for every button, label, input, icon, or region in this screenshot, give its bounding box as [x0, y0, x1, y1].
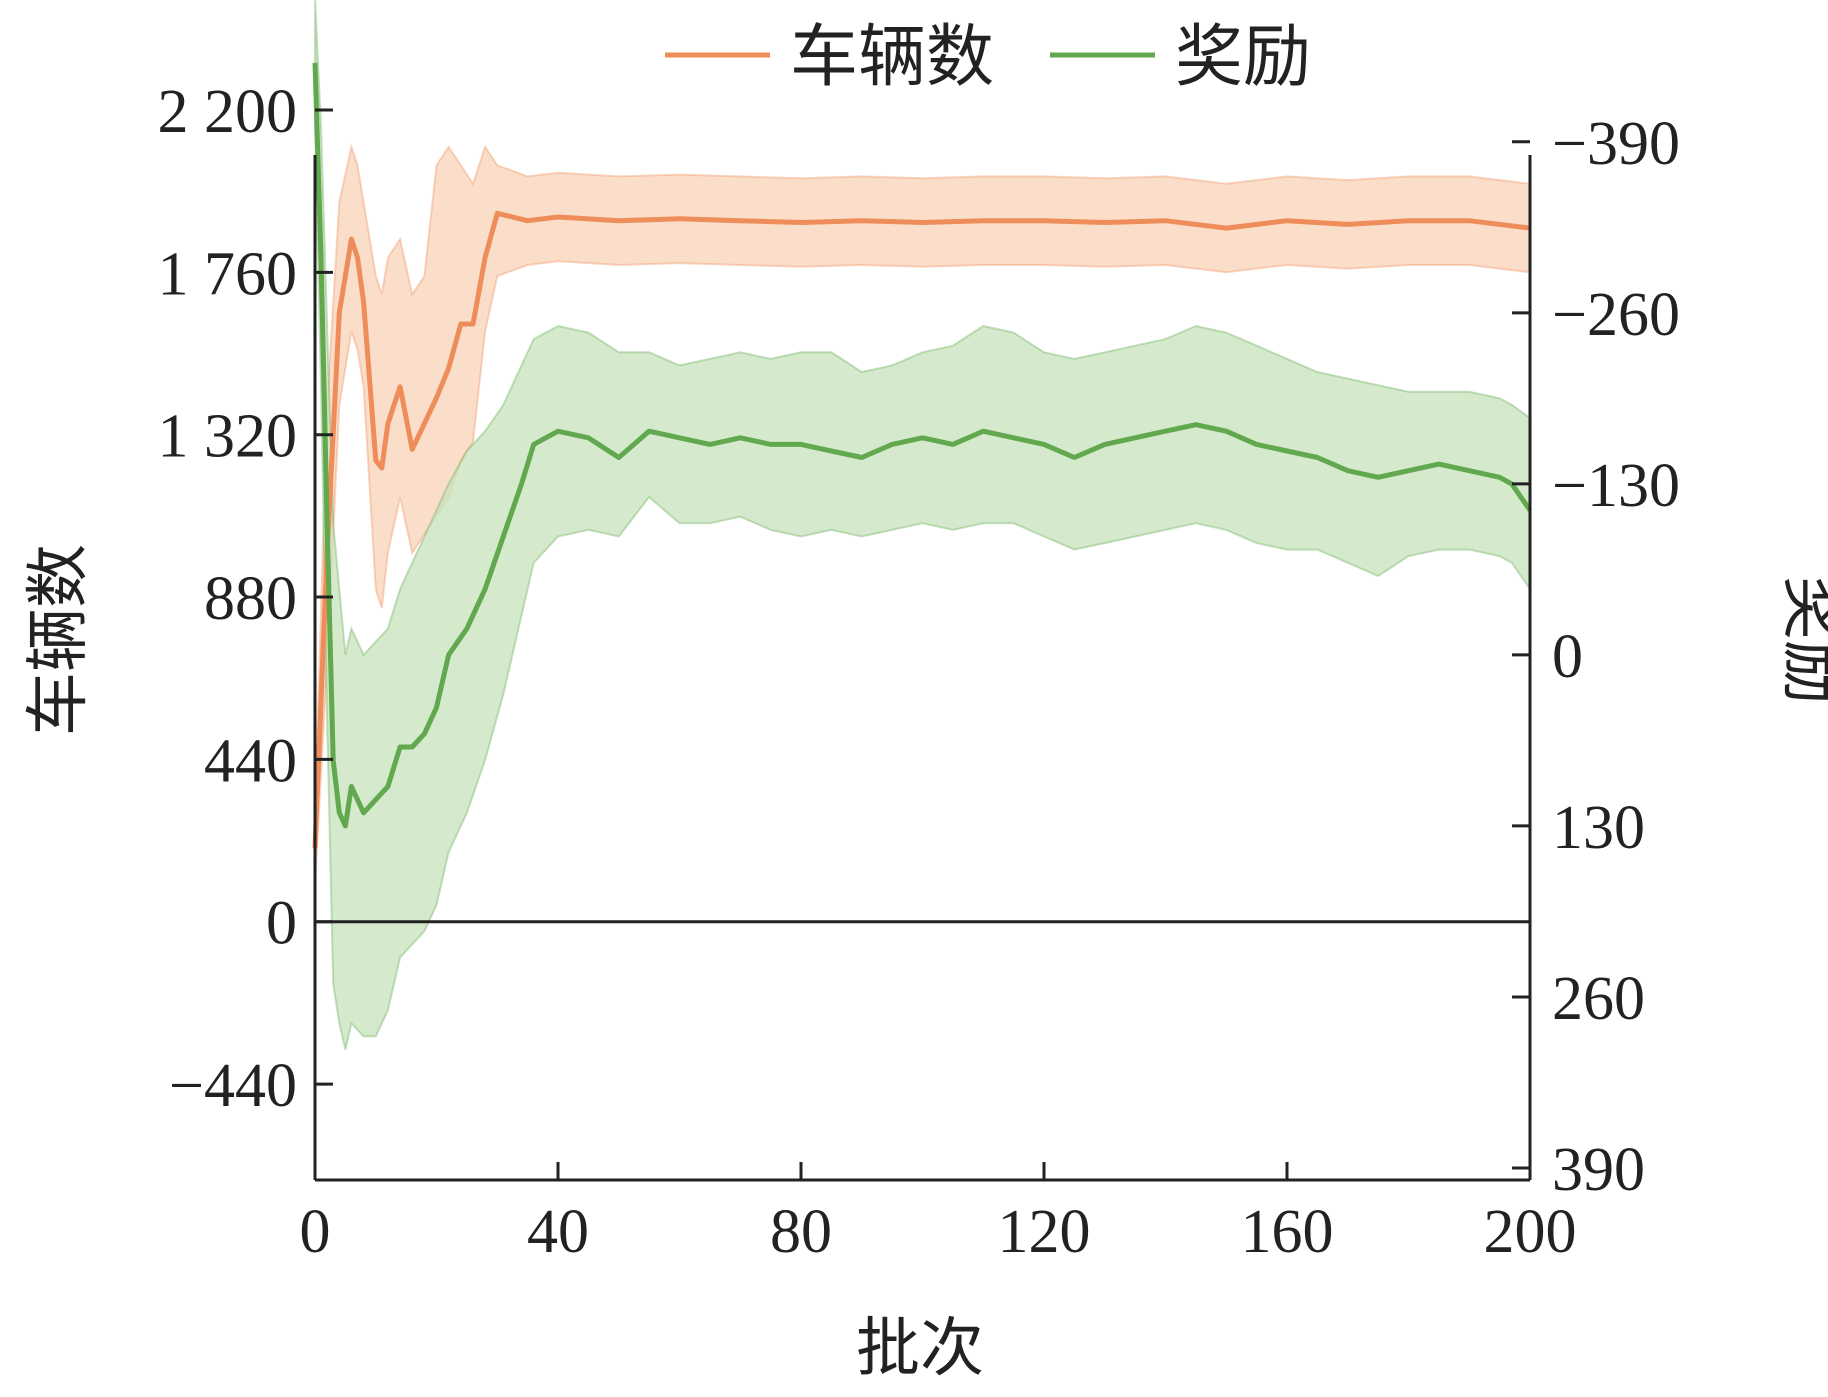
series-line-1 — [312, 210, 1531, 849]
series-line-2 — [312, 62, 1533, 829]
y-right-tick-label-3: 0 — [1552, 623, 1583, 691]
y-right-tick-label-4: 130 — [1552, 794, 1645, 862]
y-right-tick-label-5: 260 — [1552, 965, 1645, 1033]
x-tick-label-200: 200 — [1484, 1198, 1577, 1266]
y-axis-left-title: 车辆数 — [22, 544, 96, 736]
y-axis-right-title: 奖励 — [1774, 576, 1828, 704]
series-band-2 — [314, 0, 1531, 1050]
x-tick-label-40: 40 — [527, 1198, 589, 1266]
axes — [313, 155, 1532, 1182]
series-lines — [312, 62, 1533, 849]
y-left-tick-label-5: 0 — [266, 890, 297, 958]
y-left-tick-label-0: 2 200 — [158, 78, 298, 146]
y-right-tick-label-0: −390 — [1552, 110, 1680, 178]
y-right-tick-label-1: −260 — [1552, 281, 1680, 349]
x-tick-label-80: 80 — [770, 1198, 832, 1266]
legend-label-1: 车辆数 — [790, 18, 994, 97]
x-tick-label-120: 120 — [998, 1198, 1091, 1266]
y-left-tick-label-1: 1 760 — [158, 240, 298, 308]
y-left-tick-label-3: 880 — [204, 565, 297, 633]
confidence-bands — [314, 0, 1531, 1050]
y-left-tick-label-6: −440 — [169, 1052, 297, 1120]
y-left-tick-label-2: 1 320 — [158, 403, 298, 471]
x-tick-label-160: 160 — [1241, 1198, 1334, 1266]
x-tick-label-0: 0 — [300, 1198, 331, 1266]
y-right-tick-label-2: −130 — [1552, 452, 1680, 520]
ticks: 0 40 80 120 160 200 2 200 1 760 1 320 880 440 0 −440… — [158, 78, 1680, 1266]
y-left-tick-label-4: 440 — [204, 727, 297, 795]
legend: 车辆数 奖励 — [665, 18, 1311, 97]
y-right-tick-label-6: 390 — [1552, 1136, 1645, 1204]
legend-label-2: 奖励 — [1175, 18, 1311, 97]
x-axis-title: 批次 — [856, 1312, 984, 1386]
